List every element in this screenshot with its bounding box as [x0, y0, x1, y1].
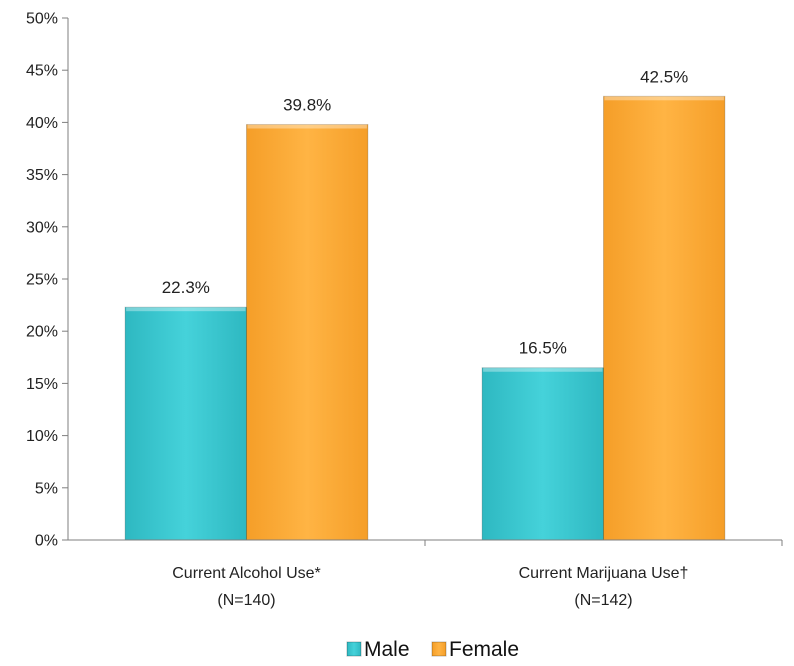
y-tick-label: 10%	[26, 428, 58, 445]
y-tick-label: 15%	[26, 376, 58, 393]
legend-label: Female	[449, 638, 519, 661]
data-label: 42.5%	[640, 67, 688, 86]
legend-swatch	[346, 641, 362, 657]
bar-body	[481, 367, 604, 541]
data-labels: 22.3% 39.8% 16.5% 42.5%	[162, 67, 689, 357]
y-tick-label: 40%	[26, 115, 58, 132]
x-category-label: Current Marijuana Use†	[519, 565, 689, 582]
x-axis: Current Alcohol Use* (N=140) Current Marij…	[68, 539, 783, 609]
legend: Male Female	[346, 638, 519, 661]
y-tick-label: 5%	[35, 480, 58, 497]
bar-male-0	[124, 306, 247, 541]
bar-body	[124, 306, 247, 541]
y-tick-label: 25%	[26, 272, 58, 289]
x-category-sublabel: (N=142)	[574, 592, 632, 609]
y-axis: 0% 5% 10% 15% 20% 25% 30% 35% 40% 45% 50%	[26, 11, 69, 550]
data-label: 22.3%	[162, 278, 210, 297]
bar-female-1	[603, 95, 726, 541]
y-tick-label: 30%	[26, 219, 58, 236]
bar-bevel	[247, 124, 367, 129]
bar-male-1	[481, 367, 604, 541]
bar-bevel	[604, 96, 724, 101]
y-tick-label: 0%	[35, 533, 58, 550]
bar-female-0	[246, 123, 369, 541]
bar-bevel	[126, 307, 246, 312]
y-tick-label: 50%	[26, 11, 58, 28]
data-label: 16.5%	[519, 339, 567, 358]
bars	[124, 95, 726, 541]
legend-label: Male	[364, 638, 410, 661]
bar-body	[246, 123, 369, 541]
y-tick-label: 45%	[26, 63, 58, 80]
y-tick-label: 20%	[26, 324, 58, 341]
data-label: 39.8%	[283, 95, 331, 114]
legend-swatch	[431, 641, 447, 657]
bar-bevel	[483, 367, 603, 372]
legend-item-male: Male	[346, 638, 410, 661]
x-category-label: Current Alcohol Use*	[172, 565, 321, 582]
y-tick-label: 35%	[26, 167, 58, 184]
bar-body	[603, 95, 726, 541]
x-category-sublabel: (N=140)	[217, 592, 275, 609]
legend-item-female: Female	[431, 638, 519, 661]
